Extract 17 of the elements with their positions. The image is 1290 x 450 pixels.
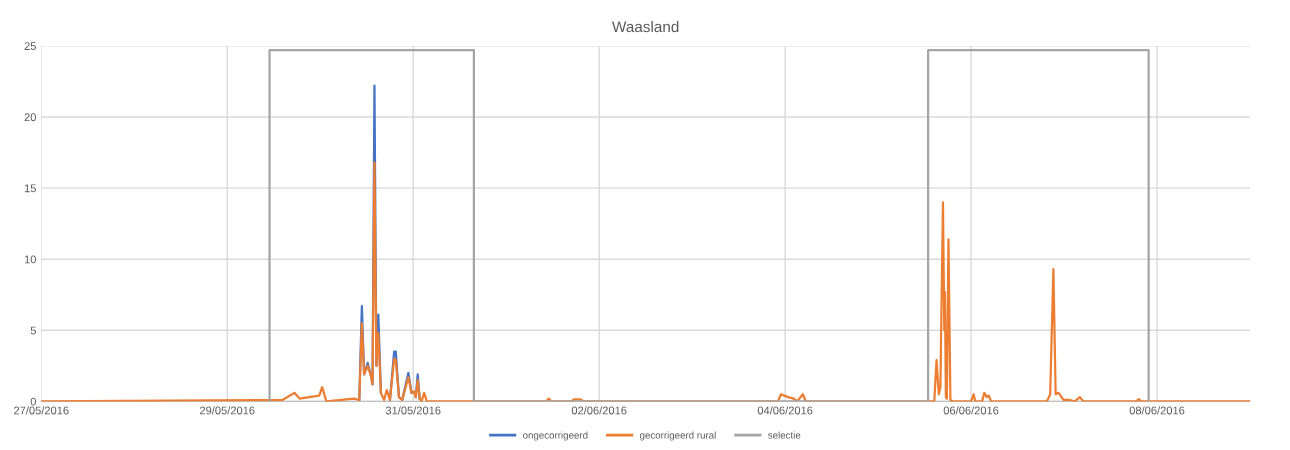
legend-label: ongecorrigeerd: [523, 431, 588, 441]
x-tick-label: 29/05/2016: [200, 406, 255, 415]
chart-title: Waasland: [612, 20, 679, 33]
y-tick-label: 15: [24, 184, 36, 193]
x-tick-label: 06/06/2016: [943, 406, 999, 415]
y-tick-label: 25: [24, 42, 36, 51]
legend-label: selectie: [768, 431, 801, 439]
y-tick-label: 20: [24, 113, 36, 122]
x-tick-label: 31/05/2016: [385, 406, 441, 415]
x-tick-label: 27/05/2016: [14, 406, 69, 415]
x-tick-label: 08/06/2016: [1129, 406, 1185, 415]
y-tick-label: 5: [30, 326, 36, 335]
y-tick-label: 10: [24, 255, 36, 264]
x-tick-label: 04/06/2016: [757, 406, 813, 415]
x-tick-label: 02/06/2016: [571, 406, 627, 415]
legend-label: gecorrigeerd rural: [639, 431, 716, 441]
y-tick-label: 0: [30, 397, 36, 406]
